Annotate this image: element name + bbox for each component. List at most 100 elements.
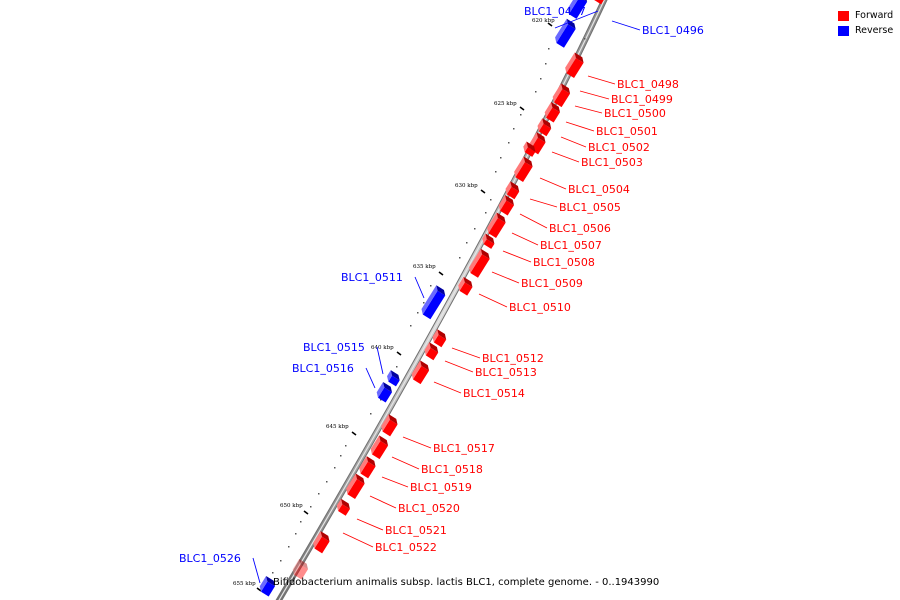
- leader-line-blc1-0497: [554, 10, 599, 29]
- gene-label-blc1-0505[interactable]: BLC1_0505: [559, 201, 621, 214]
- leader-line-blc1-0512: [451, 347, 481, 359]
- tick-label: 620 kbp: [532, 18, 555, 24]
- gene-label-blc1-0522[interactable]: BLC1_0522: [375, 541, 437, 554]
- gene-label-blc1-0516[interactable]: BLC1_0516: [292, 362, 354, 375]
- gene-label-blc1-0501[interactable]: BLC1_0501: [596, 125, 658, 138]
- gene-block-blc1-0519: [359, 456, 376, 479]
- leader-line-blc1-0501: [565, 121, 595, 132]
- leader-line-blc1-0506: [519, 213, 548, 229]
- gene-label-blc1-0497[interactable]: BLC1_0497: [524, 5, 586, 18]
- strand-legend: Forward Reverse: [838, 8, 898, 38]
- gene-block-blc1-0507: [487, 212, 506, 239]
- tick-mark: [519, 106, 525, 111]
- gene-block-blc1-0509: [469, 248, 490, 278]
- gene-label-blc1-0500[interactable]: BLC1_0500: [604, 107, 666, 120]
- leader-line-blc1-0504: [539, 177, 567, 190]
- gene-block-blc1-0513: [424, 342, 439, 361]
- gene-block-unlabeled: [593, 0, 609, 5]
- tick-label: 640 kbp: [371, 345, 394, 351]
- gene-label-blc1-0509[interactable]: BLC1_0509: [521, 277, 583, 290]
- tick-label: 625 kbp: [494, 101, 517, 107]
- leader-line-blc1-0513: [444, 360, 474, 373]
- tick-mark: [438, 271, 444, 276]
- leader-line-blc1-0520: [369, 495, 397, 509]
- tick-mark: [303, 510, 309, 515]
- gene-block-blc1-0503: [523, 141, 536, 157]
- legend-label-reverse: Reverse: [855, 25, 894, 36]
- gene-label-blc1-0514[interactable]: BLC1_0514: [463, 387, 525, 400]
- gene-block-blc1-0522: [313, 531, 330, 554]
- gene-label-blc1-0511[interactable]: BLC1_0511: [341, 271, 403, 284]
- gene-label-blc1-0510[interactable]: BLC1_0510: [509, 301, 571, 314]
- gene-block-blc1-0511: [421, 285, 446, 320]
- leader-line-blc1-0518: [391, 456, 420, 470]
- gene-label-blc1-0520[interactable]: BLC1_0520: [398, 502, 460, 515]
- gene-label-blc1-0502[interactable]: BLC1_0502: [588, 141, 650, 154]
- leader-line-blc1-0521: [356, 518, 384, 531]
- leader-line-blc1-0515: [376, 346, 384, 375]
- kbp-tick-marks: 620 kbp 625 kbp 630 kbp 635 kbp 640 kbp 645 k…: [233, 18, 555, 592]
- gene-label-blc1-0515[interactable]: BLC1_0515: [303, 341, 365, 354]
- reverse-swatch: [838, 25, 849, 36]
- gene-block-blc1-0504: [514, 156, 533, 183]
- gene-label-blc1-0498[interactable]: BLC1_0498: [617, 78, 679, 91]
- gene-label-blc1-0518[interactable]: BLC1_0518: [421, 463, 483, 476]
- label-leader-lines: [252, 10, 641, 584]
- gene-label-blc1-0517[interactable]: BLC1_0517: [433, 442, 495, 455]
- leader-line-blc1-0511: [414, 276, 425, 299]
- leader-line-blc1-0517: [402, 436, 432, 449]
- gene-label-blc1-0506[interactable]: BLC1_0506: [549, 222, 611, 235]
- gene-block-blc1-0499: [552, 83, 571, 108]
- gene-label-blc1-0496[interactable]: BLC1_0496: [642, 24, 704, 37]
- gene-block-blc1-0506: [498, 195, 514, 216]
- gene-label-blc1-0519[interactable]: BLC1_0519: [410, 481, 472, 494]
- gene-label-blc1-0504[interactable]: BLC1_0504: [568, 183, 630, 196]
- gene-block-blc1-0498: [565, 52, 584, 79]
- leader-line-blc1-0514: [433, 381, 462, 394]
- gene-block-blc1-0496: [567, 0, 588, 19]
- leader-line-blc1-0505: [529, 198, 558, 208]
- gene-block-blc1-0518: [370, 435, 389, 460]
- genome-caption: Bifidobacterium animalis subsp. lactis B…: [273, 577, 660, 588]
- gene-features: [259, 0, 609, 597]
- gene-label-blc1-0513[interactable]: BLC1_0513: [475, 366, 537, 379]
- minor-tick-dots: [272, 38, 586, 574]
- gene-label-blc1-0508[interactable]: BLC1_0508: [533, 256, 595, 269]
- legend-label-forward: Forward: [855, 10, 894, 21]
- gene-block-blc1-0520: [346, 473, 365, 500]
- leader-line-blc1-0498: [587, 75, 616, 85]
- tick-label: 650 kbp: [280, 503, 303, 509]
- gene-label-blc1-0512[interactable]: BLC1_0512: [482, 352, 544, 365]
- forward-swatch: [838, 10, 849, 21]
- gene-block-blc1-0515: [387, 370, 400, 387]
- tick-mark: [256, 587, 262, 592]
- gene-labels: BLC1_0497BLC1_0496BLC1_0498BLC1_0499BLC1…: [179, 5, 704, 565]
- leader-line-blc1-0508: [502, 250, 532, 263]
- gene-block-blc1-0501: [537, 118, 552, 137]
- gene-block-blc1-0500: [544, 102, 560, 123]
- gene-block-blc1-0508: [482, 233, 495, 249]
- leader-line-blc1-0499: [579, 90, 610, 100]
- gene-label-blc1-0507[interactable]: BLC1_0507: [540, 239, 602, 252]
- gene-block-blc1-0521: [336, 498, 350, 516]
- tick-label: 630 kbp: [455, 183, 478, 189]
- leader-line-blc1-0496: [611, 20, 641, 31]
- tick-label: 645 kbp: [326, 424, 349, 430]
- gene-block-blc1-0516: [376, 382, 392, 403]
- gene-block-unlabeled: [292, 559, 308, 580]
- gene-label-blc1-0503[interactable]: BLC1_0503: [581, 156, 643, 169]
- leader-line-blc1-0509: [491, 271, 520, 284]
- tick-mark: [351, 431, 357, 436]
- leader-line-blc1-0519: [381, 476, 409, 488]
- legend-item-forward: Forward: [838, 8, 898, 23]
- gene-block-blc1-0510: [458, 276, 473, 296]
- leader-line-blc1-0522: [342, 532, 374, 548]
- gene-label-blc1-0499[interactable]: BLC1_0499: [611, 93, 673, 106]
- tick-mark: [396, 351, 402, 356]
- gene-label-blc1-0521[interactable]: BLC1_0521: [385, 524, 447, 537]
- gene-label-blc1-0526[interactable]: BLC1_0526: [179, 552, 241, 565]
- tick-label: 655 kbp: [233, 581, 256, 587]
- leader-line-blc1-0510: [478, 293, 508, 308]
